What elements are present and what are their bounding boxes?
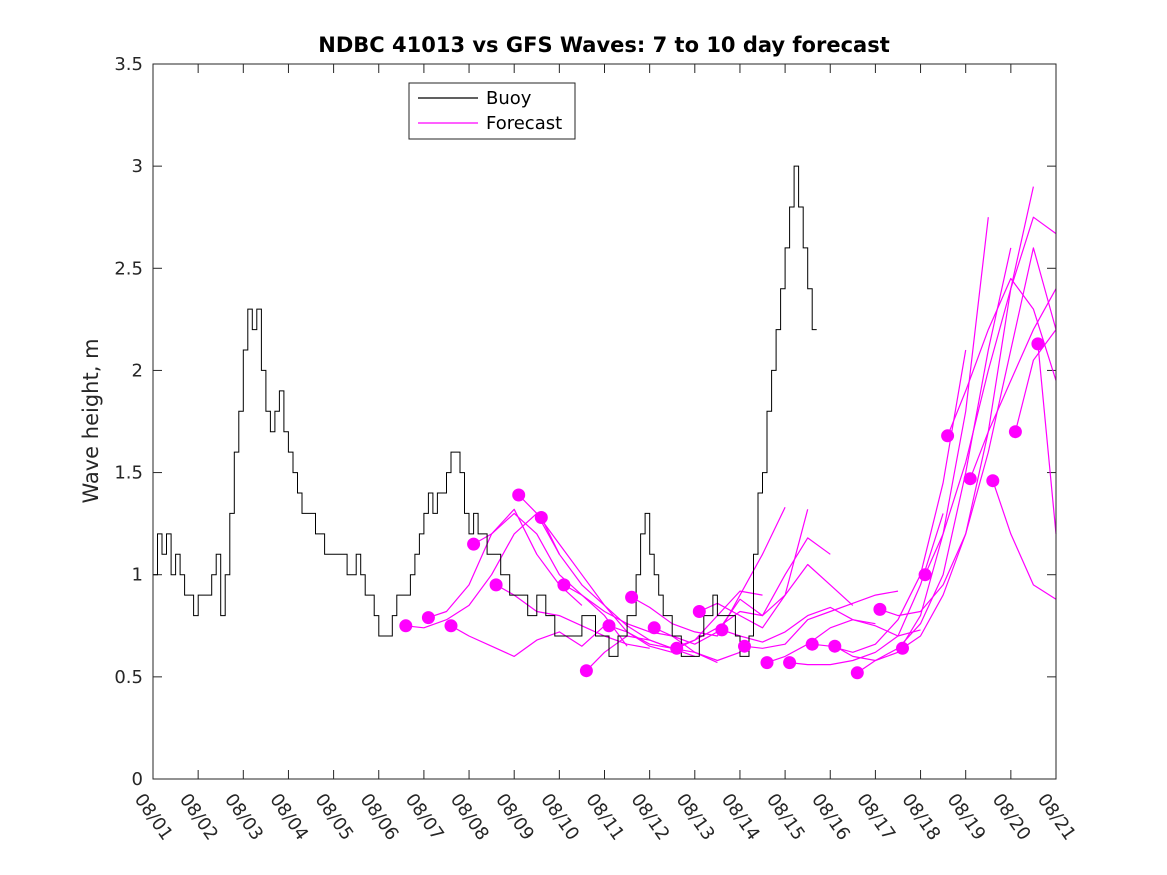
forecast-point — [467, 537, 481, 551]
y-tick-label: 3 — [132, 156, 143, 177]
y-tick-label: 1.5 — [114, 463, 143, 484]
forecast-point — [421, 611, 435, 625]
forecast-point — [692, 605, 706, 618]
forecast-line — [744, 590, 899, 649]
forecast-line — [834, 217, 989, 662]
forecast-line — [405, 512, 560, 629]
chart-title: NDBC 41013 vs GFS Waves: 7 to 10 day for… — [318, 33, 889, 57]
forecast-line — [473, 512, 628, 647]
forecast-point — [512, 488, 526, 502]
forecast-line — [856, 247, 1012, 674]
y-tick-label: 1 — [132, 565, 143, 586]
buoy-line — [153, 165, 817, 657]
forecast-point — [941, 429, 955, 443]
forecast-point — [715, 623, 729, 637]
forecast-line — [699, 563, 854, 629]
forecast-point — [625, 590, 639, 604]
forecast-point — [783, 656, 797, 670]
forecast-line — [924, 216, 1057, 575]
legend: Buoy Forecast — [408, 82, 576, 140]
forecast-line — [608, 590, 763, 649]
forecast-line — [563, 584, 718, 664]
forecast-point — [647, 621, 661, 635]
forecast-line — [947, 277, 1057, 437]
forecast-line — [789, 513, 944, 666]
y-axis-label: Wave height, m — [79, 338, 103, 503]
forecast-point — [557, 578, 571, 592]
y-tick-label: 3.5 — [114, 54, 143, 75]
forecast-point — [986, 474, 1000, 488]
plot-area — [153, 64, 1056, 779]
forecast-point — [850, 666, 864, 680]
y-tick-labels: 0 0.5 1 1.5 2 2.5 3 3.5 — [114, 54, 143, 790]
forecast-point — [828, 639, 842, 653]
forecast-line — [1014, 329, 1057, 432]
forecast-line — [585, 635, 741, 672]
forecast-point — [1031, 337, 1045, 351]
legend-box — [408, 82, 576, 140]
forecast-point — [896, 641, 909, 655]
forecast-point — [534, 511, 548, 524]
forecast-point — [760, 656, 774, 670]
y-tick-label: 2.5 — [114, 258, 143, 279]
forecast-point — [579, 664, 593, 678]
forecast-point — [873, 602, 887, 616]
forecast-point — [489, 578, 503, 592]
forecast-line — [450, 625, 605, 658]
forecast-line — [428, 508, 583, 619]
forecast-line — [495, 584, 650, 649]
forecast-line — [992, 480, 1057, 600]
legend-label-buoy: Buoy — [486, 88, 532, 109]
forecast-point — [602, 619, 616, 633]
forecast-line — [1037, 343, 1057, 534]
buoy-series — [153, 165, 817, 657]
forecast-point — [444, 619, 458, 633]
forecast-line — [902, 247, 1057, 649]
forecast-point — [918, 568, 932, 582]
forecast-point — [670, 641, 684, 655]
forecast-point — [399, 619, 413, 633]
axes-box — [152, 63, 1057, 780]
forecast-line — [879, 186, 1034, 617]
forecast-points — [399, 337, 1045, 680]
y-tick-label: 2 — [132, 360, 143, 381]
forecast-line — [676, 537, 831, 649]
forecast-line — [969, 288, 1057, 479]
forecast-line — [766, 619, 921, 664]
forecast-line — [721, 606, 876, 643]
y-tick-label: 0.5 — [114, 667, 143, 688]
forecast-point — [805, 637, 819, 651]
legend-label-forecast: Forecast — [486, 113, 562, 134]
forecast-point — [1008, 425, 1022, 439]
forecast-point — [738, 639, 751, 653]
forecast-point — [963, 472, 977, 486]
y-tick-label: 0 — [132, 769, 143, 790]
